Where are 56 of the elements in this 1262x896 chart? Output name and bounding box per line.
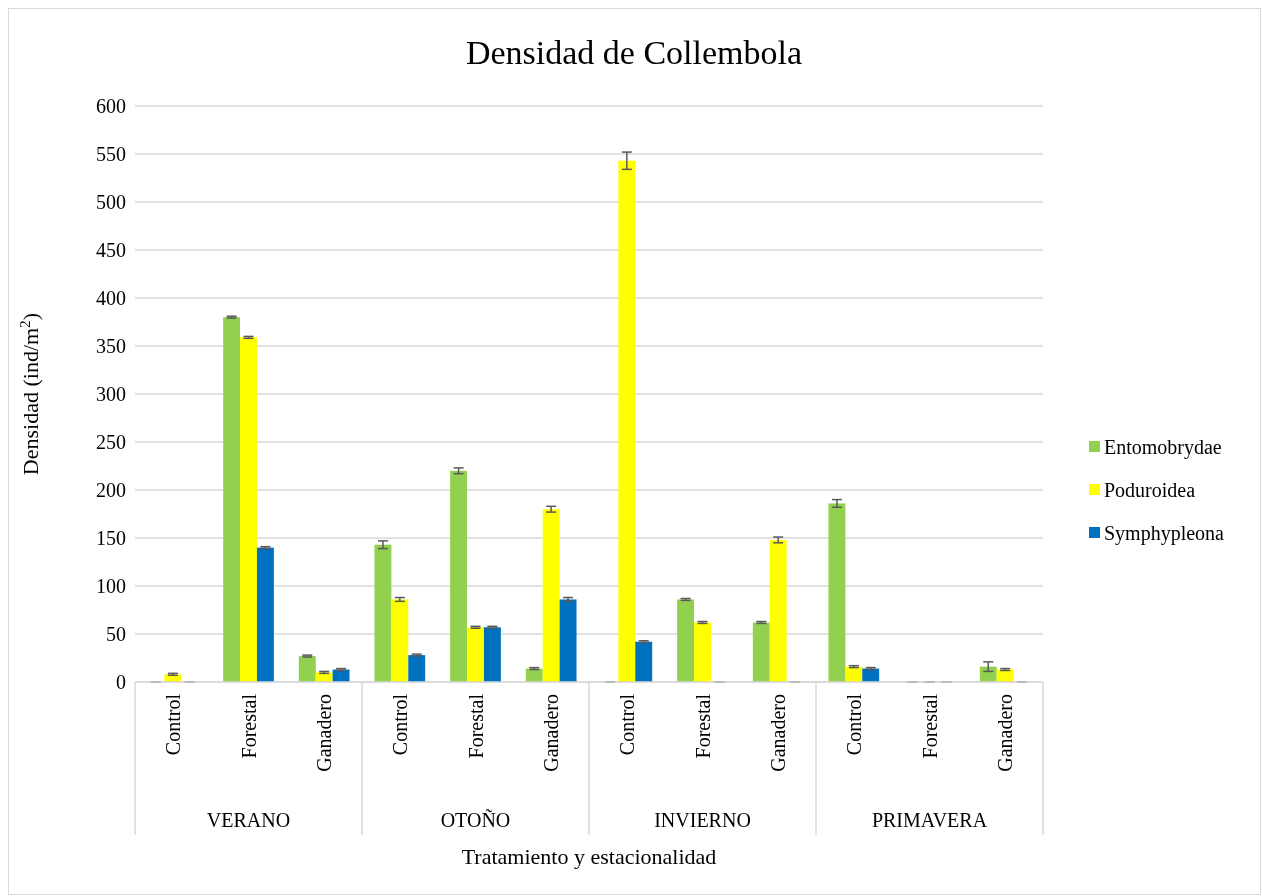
legend-label: Symphypleona xyxy=(1104,522,1225,545)
legend-label: Entomobrydae xyxy=(1104,436,1222,459)
bar xyxy=(752,622,770,682)
bar xyxy=(979,666,997,682)
bar xyxy=(408,655,426,682)
bar xyxy=(298,656,316,682)
y-tick-label: 50 xyxy=(106,623,126,645)
x-tick-label: Control xyxy=(388,693,411,756)
y-tick-label: 100 xyxy=(96,575,126,597)
x-tick-label: Ganadero xyxy=(540,694,563,772)
x-tick-label: Control xyxy=(842,693,865,756)
x-tick-label: Forestal xyxy=(237,693,260,759)
chart-title: Densidad de Collembola xyxy=(465,34,803,71)
bar xyxy=(374,544,392,682)
y-tick-label: 550 xyxy=(96,143,126,165)
y-tick-label: 450 xyxy=(96,239,126,261)
y-tick-label: 500 xyxy=(96,191,126,213)
y-tick-label: 600 xyxy=(96,95,126,117)
y-tick-label: 250 xyxy=(96,431,126,453)
text: PRIMAVERA xyxy=(871,809,988,831)
bar xyxy=(450,470,468,682)
bar xyxy=(256,547,274,682)
x-tick-label: Control xyxy=(161,693,184,756)
text: INVIERNO xyxy=(654,809,751,831)
x-axis-title: Tratamiento y estacionalidad xyxy=(461,844,717,869)
text: VERANO xyxy=(206,809,291,831)
bar xyxy=(467,627,484,682)
x-tick-label: Forestal xyxy=(691,693,714,759)
bar xyxy=(694,622,711,682)
bar xyxy=(828,503,846,682)
text: OTOÑO xyxy=(440,808,511,831)
bar xyxy=(845,666,863,682)
y-tick-label: 0 xyxy=(116,671,126,693)
bar xyxy=(391,599,409,682)
x-tick-label: Ganadero xyxy=(313,694,336,772)
legend-label: Poduroidea xyxy=(1104,479,1196,501)
bar xyxy=(635,641,653,682)
x-tick-label: Forestal xyxy=(464,693,487,759)
y-tick-label: 350 xyxy=(96,335,126,357)
x-tick-label: Forestal xyxy=(918,693,941,759)
y-tick-label: 400 xyxy=(96,287,126,309)
bar xyxy=(769,539,787,682)
bar xyxy=(618,160,636,682)
x-tick-label: Ganadero xyxy=(767,694,790,772)
bar xyxy=(315,672,333,682)
y-tick-label: 300 xyxy=(96,383,126,405)
bar xyxy=(483,627,501,682)
x-tick-label: Control xyxy=(615,693,638,756)
bar xyxy=(559,599,577,682)
bar xyxy=(240,337,257,682)
bar xyxy=(542,509,560,682)
y-tick-label: 150 xyxy=(96,527,126,549)
y-tick-label: 200 xyxy=(96,479,126,501)
x-tick-label: Ganadero xyxy=(994,694,1017,772)
bar xyxy=(223,317,241,682)
bar xyxy=(677,599,695,682)
